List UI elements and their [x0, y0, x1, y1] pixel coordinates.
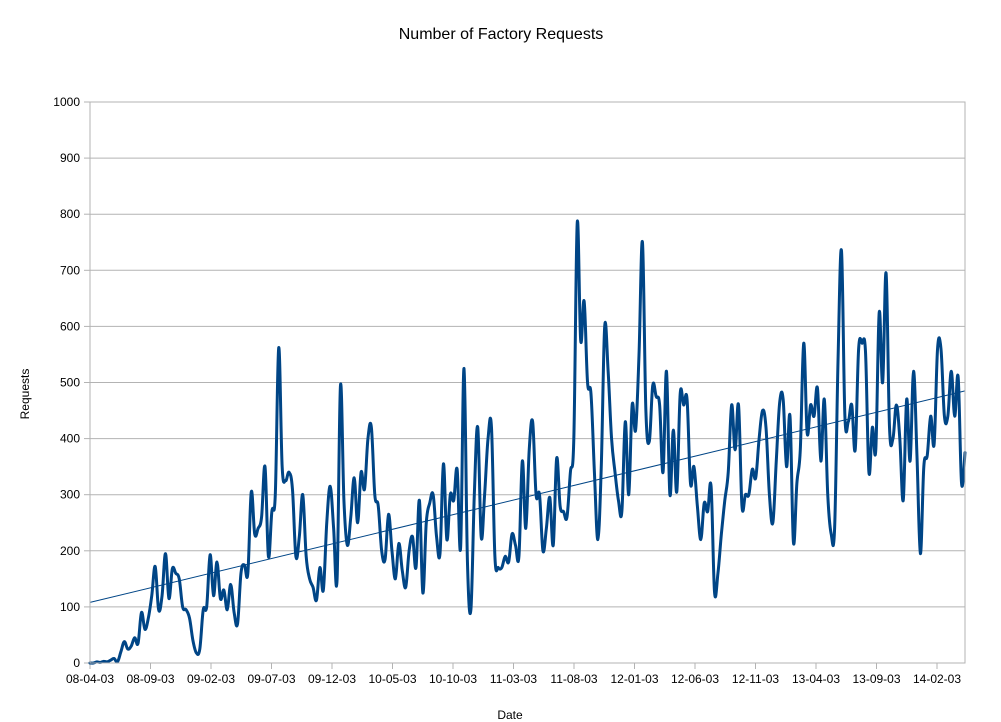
x-tick-label: 11-08-03: [550, 672, 597, 686]
x-tick-label: 10-05-03: [368, 672, 416, 686]
x-tick-label: 10-10-03: [429, 672, 477, 686]
series-layer: [88, 219, 967, 665]
y-tick-label: 300: [60, 488, 80, 502]
y-tick-label: 500: [60, 376, 80, 390]
x-tick-label: 08-09-03: [126, 672, 174, 686]
x-tick-label: 13-09-03: [852, 672, 900, 686]
x-tick-label: 08-04-03: [66, 672, 114, 686]
y-tick-label: 800: [60, 207, 80, 221]
x-tick-labels: 08-04-03 08-09-03 09-02-03 09-07-03 09-12-03…: [66, 663, 961, 686]
x-tick-label: 14-02-03: [913, 672, 961, 686]
y-tick-label: 400: [60, 432, 80, 446]
x-tick-label: 13-04-03: [792, 672, 840, 686]
chart-title: Number of Factory Requests: [399, 26, 604, 43]
y-tick-label: 1000: [53, 95, 80, 109]
trendline: [89, 390, 966, 603]
x-tick-label: 09-02-03: [187, 672, 235, 686]
series-line: [88, 219, 967, 665]
y-tick-label: 900: [60, 151, 80, 165]
x-tick-label: 12-01-03: [610, 672, 658, 686]
x-axis-title: Date: [497, 708, 523, 722]
plot-area-border: [89, 101, 966, 664]
x-tick-label: 09-12-03: [308, 672, 356, 686]
x-tick-label: 12-06-03: [671, 672, 719, 686]
y-tick-label: 200: [60, 544, 80, 558]
x-tick-label: 09-07-03: [247, 672, 295, 686]
x-tick-label: 11-03-03: [490, 672, 537, 686]
y-tick-label: 700: [60, 263, 80, 277]
y-tick-label: 0: [73, 656, 80, 670]
y-tick-label: 100: [60, 600, 80, 614]
y-tick-labels: 0 100 200 300 400 500 600 700 800 900 1000: [53, 95, 80, 670]
y-tick-label: 600: [60, 319, 80, 333]
x-tick-label: 12-11-03: [732, 672, 779, 686]
y-axis-title: Requests: [18, 369, 32, 420]
